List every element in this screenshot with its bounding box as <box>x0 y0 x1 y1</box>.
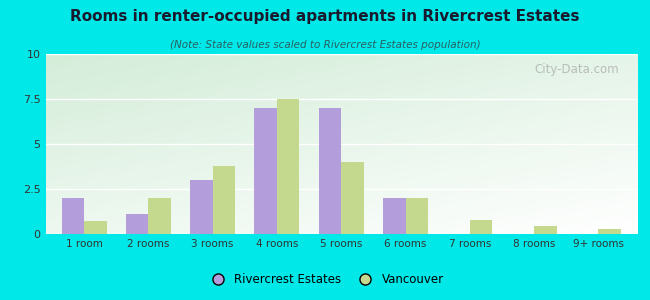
Bar <box>383 198 406 234</box>
Text: Rooms in renter-occupied apartments in Rivercrest Estates: Rooms in renter-occupied apartments in R… <box>70 9 580 24</box>
Text: (Note: State values scaled to Rivercrest Estates population): (Note: State values scaled to Rivercrest… <box>170 40 480 50</box>
Bar <box>254 108 277 234</box>
Bar <box>148 198 171 234</box>
Bar <box>84 220 107 234</box>
Bar <box>62 198 84 234</box>
Legend: Rivercrest Estates, Vancouver: Rivercrest Estates, Vancouver <box>202 269 448 291</box>
Bar <box>470 220 492 234</box>
Bar <box>277 99 300 234</box>
Bar <box>534 226 556 234</box>
Bar <box>599 229 621 234</box>
Bar <box>318 108 341 234</box>
Bar <box>190 180 213 234</box>
Text: City-Data.com: City-Data.com <box>535 63 619 76</box>
Bar <box>406 198 428 234</box>
Bar <box>341 162 364 234</box>
Bar <box>213 166 235 234</box>
Bar <box>126 214 148 234</box>
